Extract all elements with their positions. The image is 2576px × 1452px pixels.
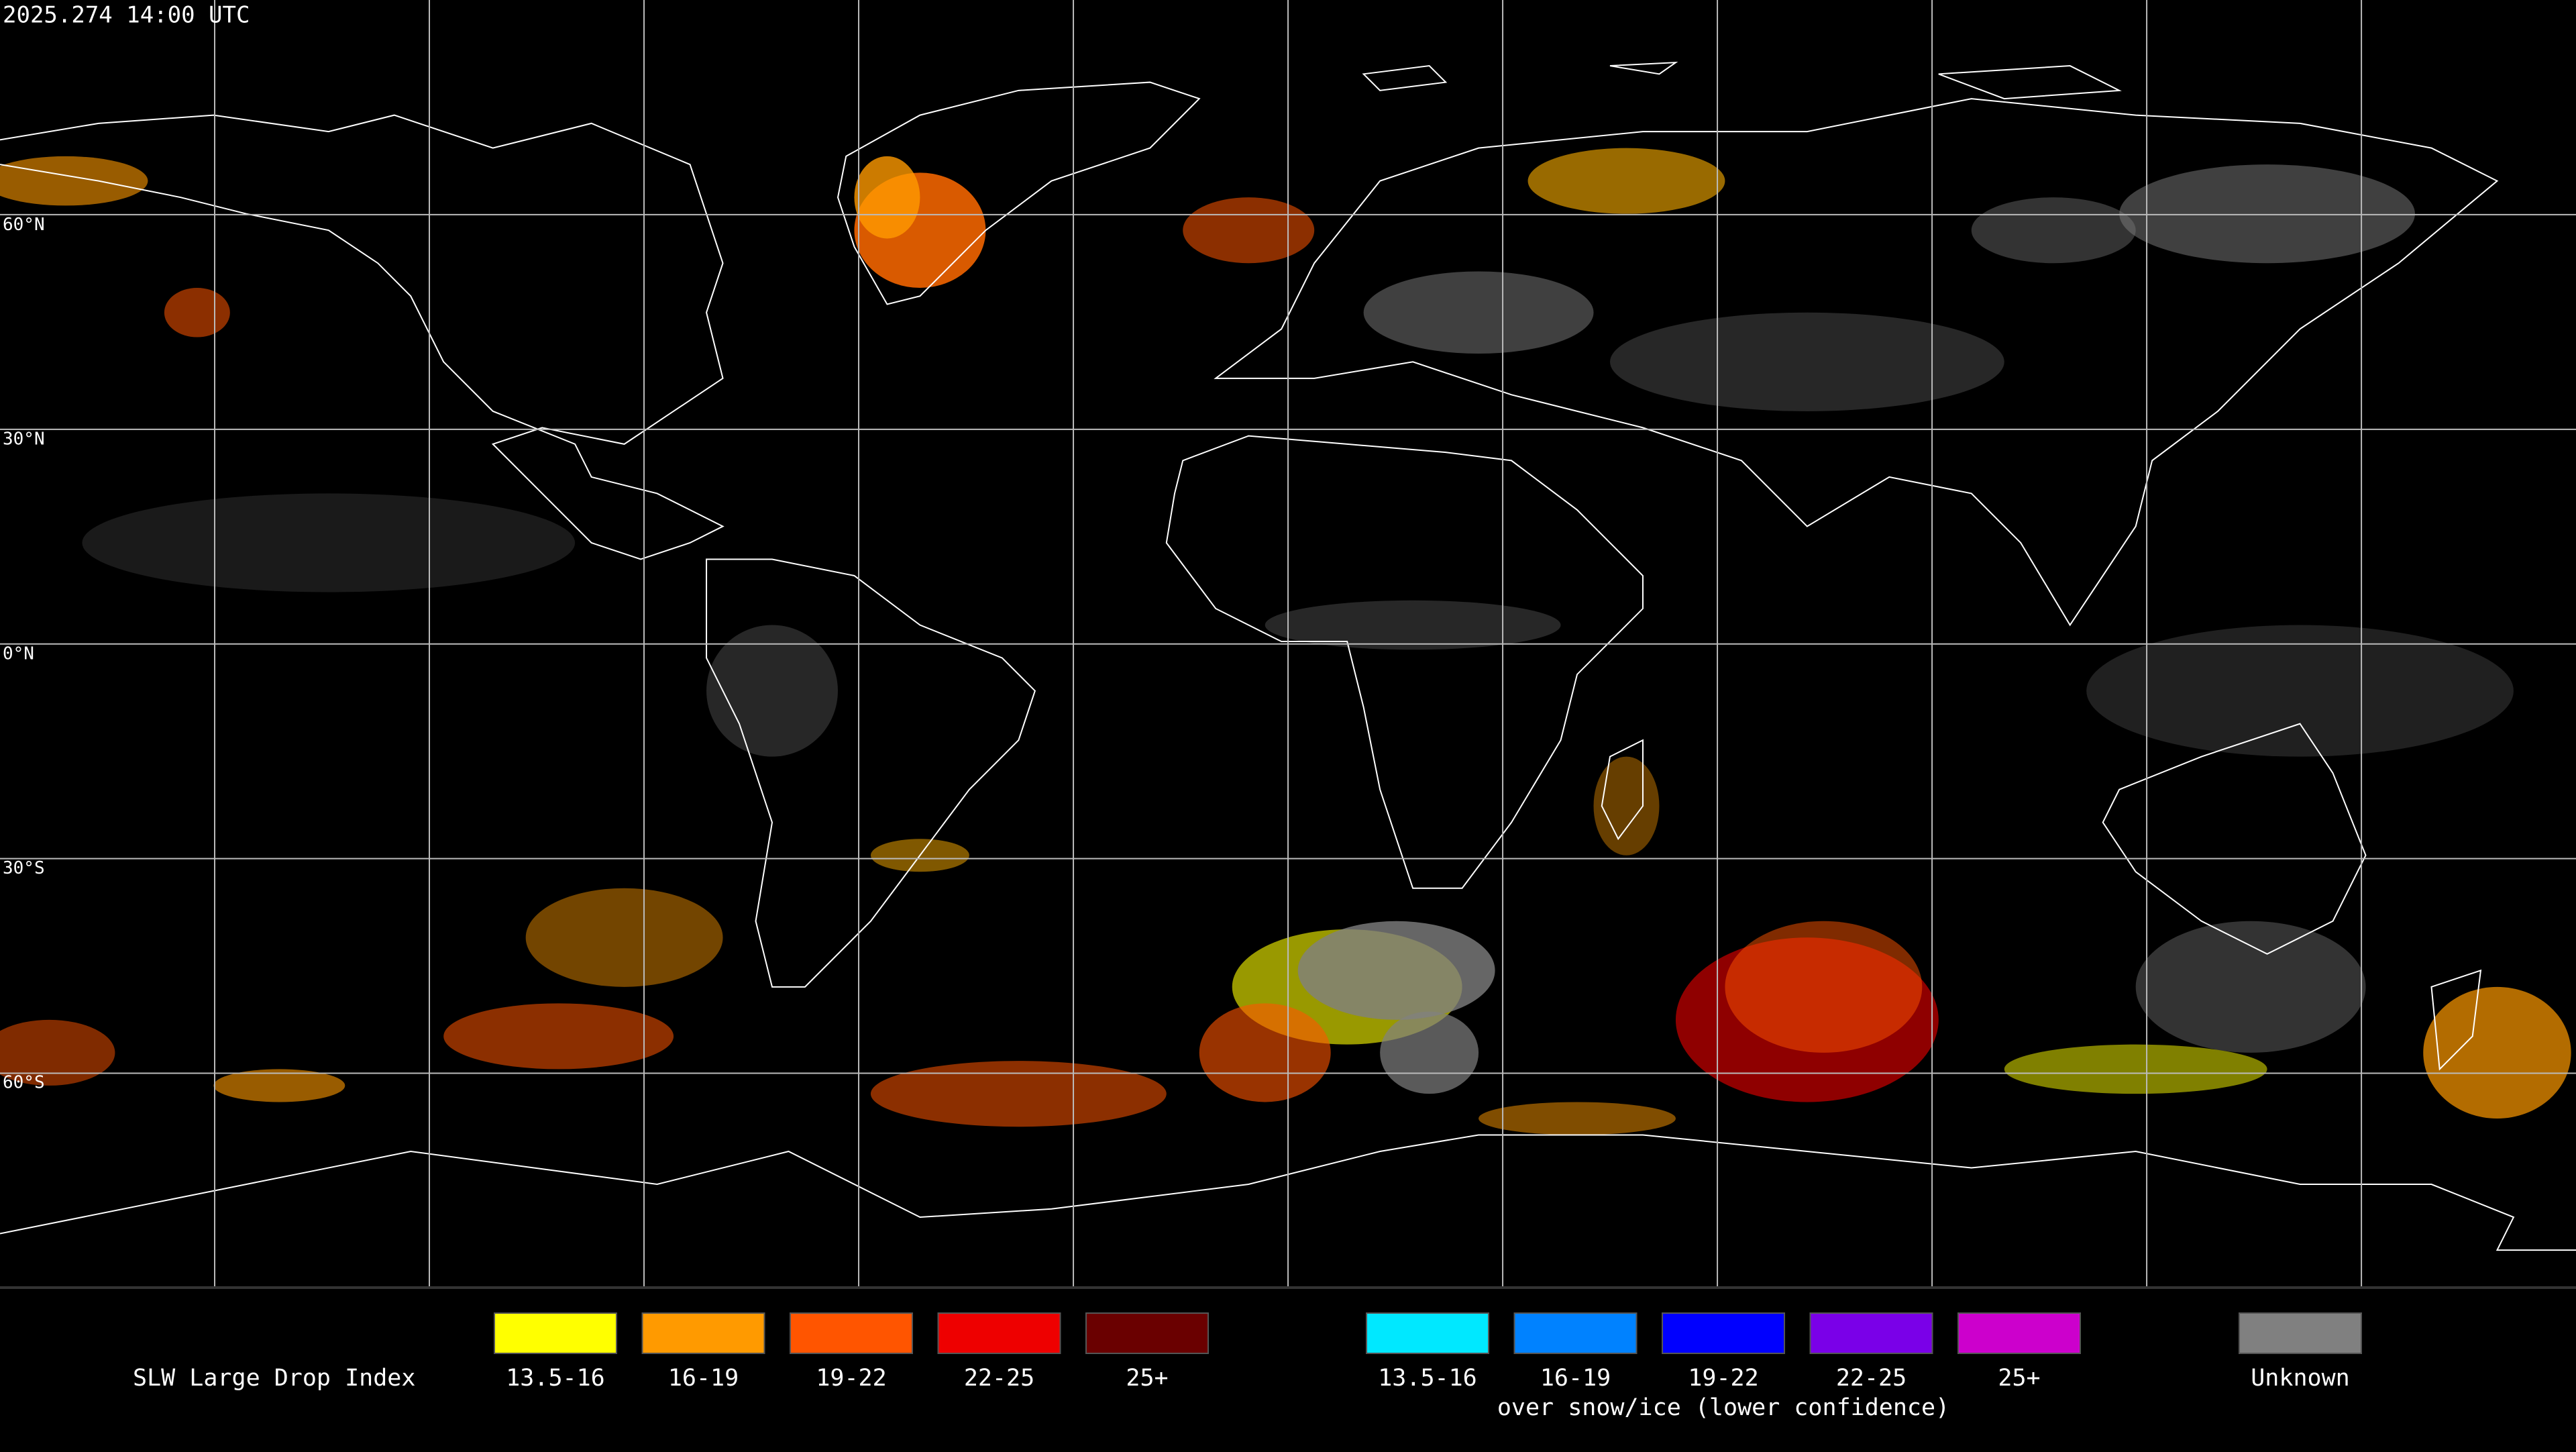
legend-label: Unknown xyxy=(2251,1365,2350,1392)
legend-label: 13.5-16 xyxy=(1378,1365,1477,1392)
legend-swatch xyxy=(790,1312,913,1354)
legend-swatch xyxy=(1662,1312,1785,1354)
legend-swatch xyxy=(937,1312,1061,1354)
legend: SLW Large Drop Index over snow/ice (lowe… xyxy=(133,1312,2362,1421)
legend-swatch xyxy=(2239,1312,2362,1354)
legend-label: 16-19 xyxy=(668,1365,739,1392)
legend-label: 25+ xyxy=(1126,1365,1168,1392)
map-border xyxy=(0,1286,2576,1289)
coastlines xyxy=(0,62,2576,1250)
legend-swatch xyxy=(1957,1312,2081,1354)
graticule xyxy=(0,0,2576,1286)
latitude-label: 30°N xyxy=(3,429,45,450)
legend-label: 13.5-16 xyxy=(506,1365,605,1392)
legend-label: 19-22 xyxy=(816,1365,886,1392)
legend-swatch xyxy=(494,1312,617,1354)
legend-label: 22-25 xyxy=(964,1365,1034,1392)
latitude-label: 60°S xyxy=(3,1073,45,1093)
latitude-label: 60°N xyxy=(3,215,45,235)
latitude-label: 0°N xyxy=(3,643,34,664)
latitude-label: 30°S xyxy=(3,858,45,878)
cloud-patches xyxy=(0,148,2571,1135)
legend-swatch xyxy=(1809,1312,1933,1354)
legend-swatch xyxy=(641,1312,765,1354)
legend-title: SLW Large Drop Index xyxy=(133,1365,415,1392)
legend-swatch xyxy=(1513,1312,1638,1354)
legend-swatch xyxy=(1085,1312,1209,1354)
map xyxy=(0,0,2576,1286)
legend-label: 19-22 xyxy=(1688,1365,1758,1392)
legend-label: 22-25 xyxy=(1836,1365,1907,1392)
legend-label: 16-19 xyxy=(1540,1365,1611,1392)
timestamp: 2025.274 14:00 UTC xyxy=(3,2,250,29)
legend-swatch xyxy=(1366,1312,1489,1354)
legend-caption: over snow/ice (lower confidence) xyxy=(1497,1394,1949,1421)
legend-label: 25+ xyxy=(1998,1365,2040,1392)
